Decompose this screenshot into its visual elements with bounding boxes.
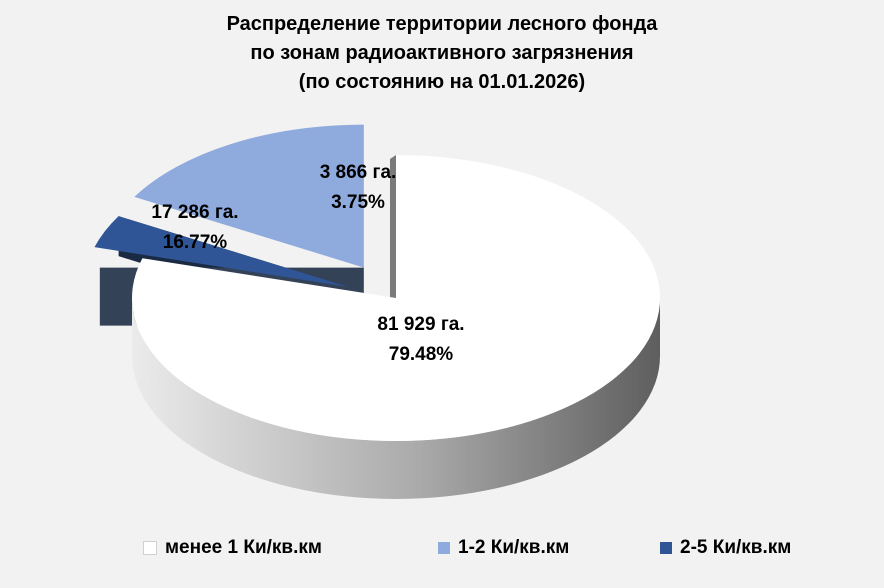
data-label-percent-less-1: 79.48% — [389, 344, 454, 365]
chart-title-line-3: (по состоянию на 01.01.2026) — [298, 71, 586, 93]
chart-title-line-1: Распределение территории лесного фонда — [226, 13, 658, 35]
slice-top-1-2 — [134, 124, 364, 268]
legend-swatch-less-1 — [143, 541, 157, 555]
slice-side-less-1 — [132, 298, 660, 499]
legend-item-1-2: 1-2 Ки/кв.км — [438, 537, 569, 559]
data-label-value-2-5: 3 866 га. — [320, 162, 397, 183]
legend-label-1-2: 1-2 Ки/кв.км — [458, 537, 570, 558]
chart-title-line-2: по зонам радиоактивного загрязнения — [250, 42, 634, 64]
data-label-percent-1-2: 16.77% — [163, 232, 228, 253]
data-label-value-less-1: 81 929 га. — [377, 314, 464, 335]
slice-top-less-1 — [131, 155, 660, 441]
data-label-value-1-2: 17 286 га. — [151, 202, 238, 223]
legend-item-2-5: 2-5 Ки/кв.км — [660, 537, 791, 559]
chart-legend: менее 1 Ки/кв.км 1-2 Ки/кв.км 2-5 Ки/кв.… — [0, 537, 884, 561]
data-label-percent-2-5: 3.75% — [331, 192, 385, 213]
legend-item-less-1: менее 1 Ки/кв.км — [143, 537, 322, 559]
legend-swatch-1-2 — [438, 542, 450, 554]
slice-wall-less-1 — [390, 155, 396, 302]
legend-label-less-1: менее 1 Ки/кв.км — [165, 537, 322, 558]
chart-title: Распределение территории лесного фонда п… — [0, 10, 884, 97]
slice-top-2-5 — [94, 216, 349, 287]
legend-swatch-2-5 — [660, 542, 672, 554]
legend-label-2-5: 2-5 Ки/кв.км — [680, 537, 792, 558]
